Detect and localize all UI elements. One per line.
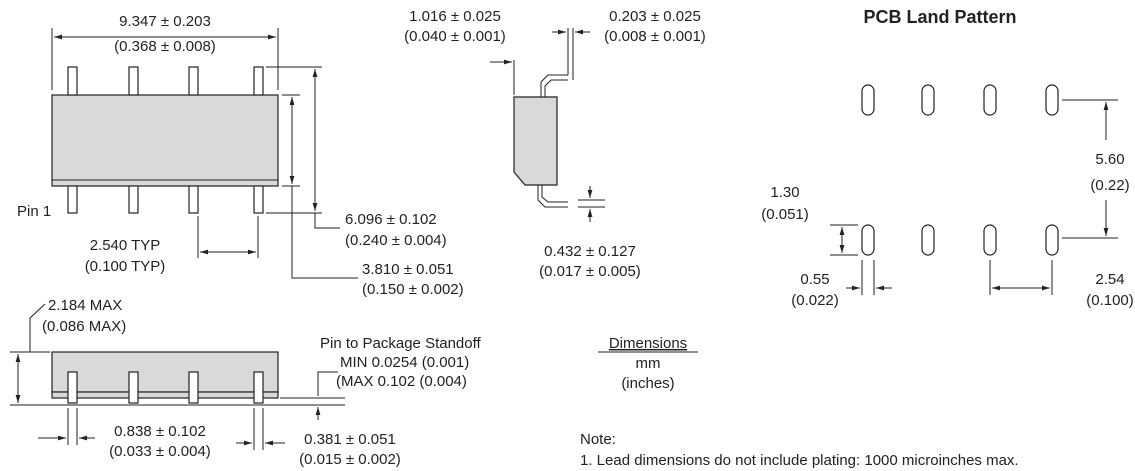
pcb-view: PCB Land Pattern 5.60 (0.22) 1.30 (0.051… [761,7,1134,309]
dim-label: 0.432 ± 0.127 [544,243,636,260]
dim-label: Pin to Package Standoff [320,335,482,352]
dim-label: 2.184 MAX [48,297,122,314]
note-item: 1. Lead dimensions do not include platin… [580,452,1019,469]
legend-unit: mm [636,355,661,372]
dim-label: MIN 0.0254 (0.001) [340,354,469,371]
dim-label: 2.540 TYP [90,237,161,254]
dim-label: (0.150 ± 0.002) [362,281,464,298]
dim-label: (0.033 ± 0.004) [109,443,211,460]
dim-label: (0.22) [1090,177,1129,194]
dim-label: (0.015 ± 0.002) [299,451,401,468]
dim-label: 1.30 [770,184,799,201]
dim-label: 5.60 [1095,151,1124,168]
top-view: 9.347 ± 0.203 (0.368 ± 0.008) Pin 1 2.54… [17,13,464,298]
pin-label: Pin 1 [17,203,51,220]
dim-label: 0.381 ± 0.051 [304,431,396,448]
dim-label: 0.203 ± 0.025 [609,8,701,25]
side-view: 1.016 ± 0.025 (0.040 ± 0.001) 0.203 ± 0.… [404,8,706,280]
dim-label: (0.022) [791,292,839,309]
dim-label: 1.016 ± 0.025 [409,8,501,25]
dim-label: (0.017 ± 0.005) [539,263,641,280]
dim-label: (0.100) [1086,292,1134,309]
dim-label: (0.368 ± 0.008) [114,38,216,55]
dim-label: 2.54 [1095,271,1124,288]
front-view: 2.184 MAX (0.086 MAX) Pin to Package Sta… [10,297,482,468]
dim-label: 0.838 ± 0.102 [114,423,206,440]
pcb-title: PCB Land Pattern [863,7,1016,27]
dim-label: (0.008 ± 0.001) [604,28,706,45]
dim-label: 3.810 ± 0.051 [362,261,454,278]
dim-label: 6.096 ± 0.102 [345,211,437,228]
dim-label: (0.040 ± 0.001) [404,28,506,45]
dim-label: 9.347 ± 0.203 [119,13,211,30]
legend-heading: Dimensions [609,335,687,352]
dim-label: (0.051) [761,206,809,223]
legend-unit: (inches) [621,375,674,392]
dim-label: 0.55 [800,271,829,288]
note-heading: Note: [580,431,616,448]
dim-label: (MAX 0.102 (0.004) [336,373,467,390]
dim-label: (0.240 ± 0.004) [345,232,447,249]
dim-label: (0.100 TYP) [85,258,166,275]
dim-label: (0.086 MAX) [42,318,126,335]
